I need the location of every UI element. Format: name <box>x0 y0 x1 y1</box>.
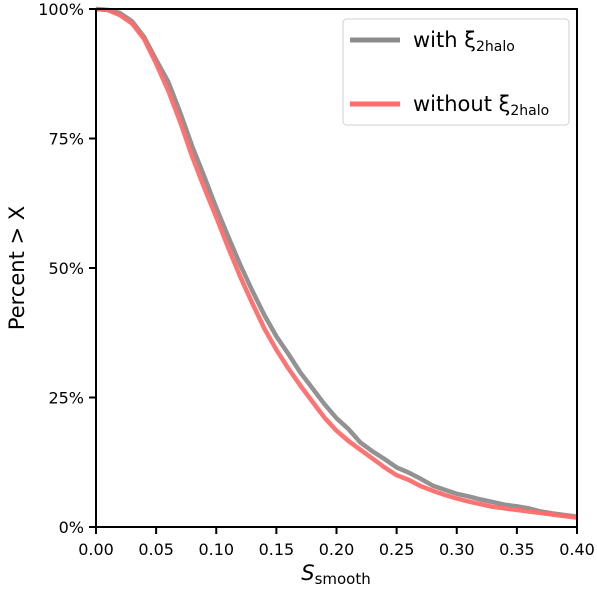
axis-ticks: 0.00 0.05 0.10 0.15 0.20 0.25 0.30 0.35 0.40 0% 25… <box>38 0 595 559</box>
x-tick-label: 0.20 <box>319 540 355 559</box>
y-tick-label: 50% <box>48 259 84 278</box>
x-tick-label: 0.35 <box>499 540 535 559</box>
x-tick-label: 0.25 <box>379 540 415 559</box>
legend: with ξ2halo without ξ2halo <box>342 18 570 126</box>
x-tick-label: 0.30 <box>439 540 475 559</box>
y-axis-label: Percent > X <box>5 206 29 330</box>
legend-label-with: with ξ2halo <box>413 28 515 55</box>
legend-label-with-sub: 2halo <box>476 39 515 55</box>
y-tick-label: 100% <box>38 0 84 19</box>
legend-label-without-sub: 2halo <box>510 103 549 119</box>
y-tick-label: 0% <box>59 518 84 537</box>
x-axis-label: Ssmooth <box>301 561 371 588</box>
x-tick-label: 0.10 <box>198 540 234 559</box>
y-tick-label: 75% <box>48 130 84 149</box>
legend-box <box>342 18 570 126</box>
x-axis-label-sub: smooth <box>315 570 371 588</box>
y-tick-label: 25% <box>48 389 84 408</box>
x-tick-label: 0.00 <box>78 540 114 559</box>
series-lines <box>95 6 578 520</box>
x-tick-label: 0.40 <box>559 540 595 559</box>
x-tick-label: 0.05 <box>138 540 174 559</box>
series-line-with <box>95 6 578 519</box>
legend-label-without: without ξ2halo <box>413 92 549 119</box>
legend-label-with-main: with ξ <box>413 28 476 52</box>
series-line-without <box>95 6 578 520</box>
legend-label-without-main: without ξ <box>413 92 510 116</box>
x-tick-label: 0.15 <box>259 540 295 559</box>
x-axis-label-main: S <box>301 561 314 585</box>
